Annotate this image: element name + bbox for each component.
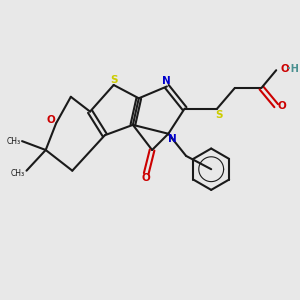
Text: S: S — [215, 110, 222, 119]
Text: O: O — [280, 64, 289, 74]
Text: CH₃: CH₃ — [7, 136, 21, 146]
Text: O: O — [46, 116, 55, 125]
Text: N: N — [163, 76, 171, 86]
Text: CH₃: CH₃ — [11, 169, 25, 178]
Text: O: O — [142, 173, 151, 183]
Text: ·H: ·H — [286, 64, 298, 74]
Text: N: N — [167, 134, 176, 144]
Text: O: O — [278, 101, 286, 111]
Text: S: S — [110, 75, 117, 85]
